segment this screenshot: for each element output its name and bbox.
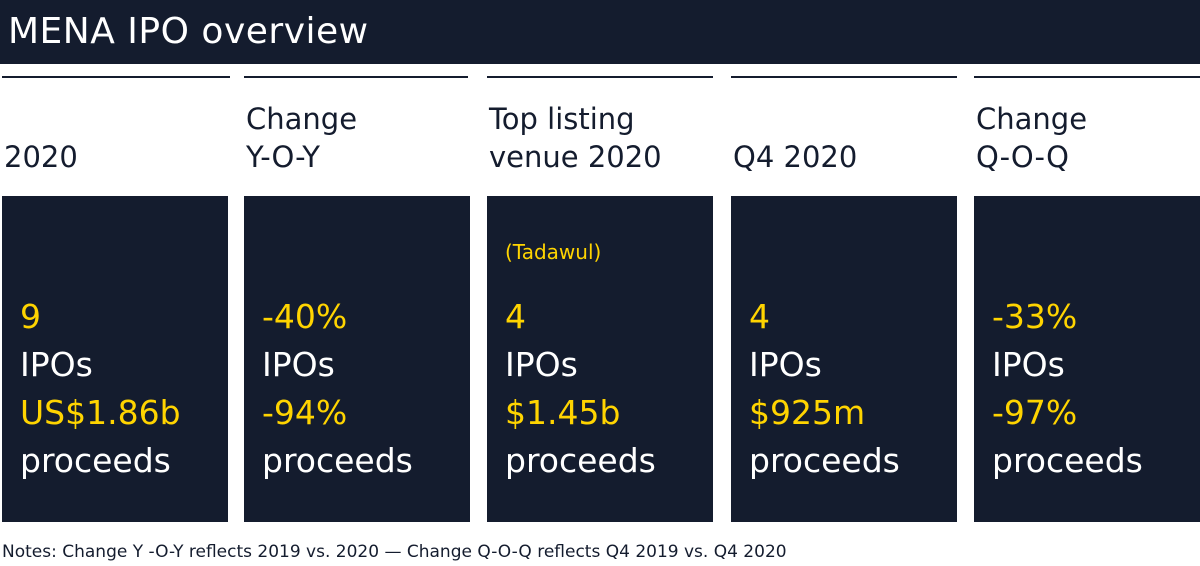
proceeds-label: proceeds bbox=[992, 441, 1143, 480]
page-title: MENA IPO overview bbox=[8, 11, 369, 52]
footnote: Notes: Change Y -O-Y reflects 2019 vs. 2… bbox=[2, 542, 787, 562]
proceeds-value: $925m bbox=[749, 393, 866, 432]
ipo-count-change: -33% bbox=[992, 297, 1078, 336]
column-rule bbox=[731, 76, 957, 78]
column-rule bbox=[974, 76, 1200, 78]
column-q4-2020: Q4 2020 4 IPOs $925m proceeds bbox=[731, 0, 957, 566]
proceeds-change: -94% bbox=[262, 393, 348, 432]
ipo-count-value: 4 bbox=[505, 297, 526, 336]
stats-block: -40% IPOs -94% proceeds bbox=[262, 293, 413, 485]
column-header-line: venue 2020 bbox=[489, 140, 662, 174]
column-rule bbox=[244, 76, 468, 78]
title-banner: MENA IPO overview bbox=[0, 0, 1200, 64]
proceeds-value: $1.45b bbox=[505, 393, 621, 432]
stat-card: -33% IPOs -97% proceeds bbox=[974, 196, 1200, 522]
stat-card: -40% IPOs -94% proceeds bbox=[244, 196, 470, 522]
column-header: Q4 2020 bbox=[733, 138, 857, 176]
column-header-line: Change bbox=[246, 102, 358, 136]
stats-block: 9 IPOs US$1.86b proceeds bbox=[20, 293, 181, 485]
column-header-line: Change bbox=[976, 102, 1088, 136]
ipo-count-change: -40% bbox=[262, 297, 348, 336]
column-change-yoy: Change Y-O-Y -40% IPOs -94% proceeds bbox=[244, 0, 470, 566]
proceeds-label: proceeds bbox=[505, 441, 656, 480]
column-change-qoq: Change Q-O-Q -33% IPOs -97% proceeds bbox=[974, 0, 1200, 566]
column-header: Change Q-O-Q bbox=[976, 100, 1087, 176]
ipo-count-value: 9 bbox=[20, 297, 41, 336]
stat-card: (Tadawul) 4 IPOs $1.45b proceeds bbox=[487, 196, 713, 522]
proceeds-label: proceeds bbox=[749, 441, 900, 480]
column-2020: 2020 9 IPOs US$1.86b proceeds bbox=[2, 0, 230, 566]
column-header-line: Y-O-Y bbox=[246, 140, 320, 174]
stat-card: 4 IPOs $925m proceeds bbox=[731, 196, 957, 522]
venue-name: (Tadawul) bbox=[505, 240, 602, 264]
column-header-line: Top listing bbox=[489, 102, 635, 136]
stats-block: -33% IPOs -97% proceeds bbox=[992, 293, 1143, 485]
stats-block: 4 IPOs $925m proceeds bbox=[749, 293, 900, 485]
ipo-count-label: IPOs bbox=[505, 345, 578, 384]
column-rule bbox=[2, 76, 230, 78]
proceeds-label: proceeds bbox=[262, 441, 413, 480]
ipo-count-value: 4 bbox=[749, 297, 770, 336]
column-rule bbox=[487, 76, 713, 78]
ipo-count-label: IPOs bbox=[20, 345, 93, 384]
column-top-venue: Top listing venue 2020 (Tadawul) 4 IPOs … bbox=[487, 0, 713, 566]
column-header-line: Q4 2020 bbox=[733, 140, 858, 174]
proceeds-change: -97% bbox=[992, 393, 1078, 432]
ipo-count-label: IPOs bbox=[749, 345, 822, 384]
ipo-count-label: IPOs bbox=[992, 345, 1065, 384]
ipo-count-label: IPOs bbox=[262, 345, 335, 384]
column-header: 2020 bbox=[4, 138, 78, 176]
column-header: Change Y-O-Y bbox=[246, 100, 357, 176]
proceeds-label: proceeds bbox=[20, 441, 171, 480]
stats-block: 4 IPOs $1.45b proceeds bbox=[505, 293, 656, 485]
proceeds-value: US$1.86b bbox=[20, 393, 181, 432]
column-header-line: Q-O-Q bbox=[976, 140, 1069, 174]
stat-card: 9 IPOs US$1.86b proceeds bbox=[2, 196, 228, 522]
column-header-line: 2020 bbox=[4, 140, 78, 174]
column-header: Top listing venue 2020 bbox=[489, 100, 662, 176]
